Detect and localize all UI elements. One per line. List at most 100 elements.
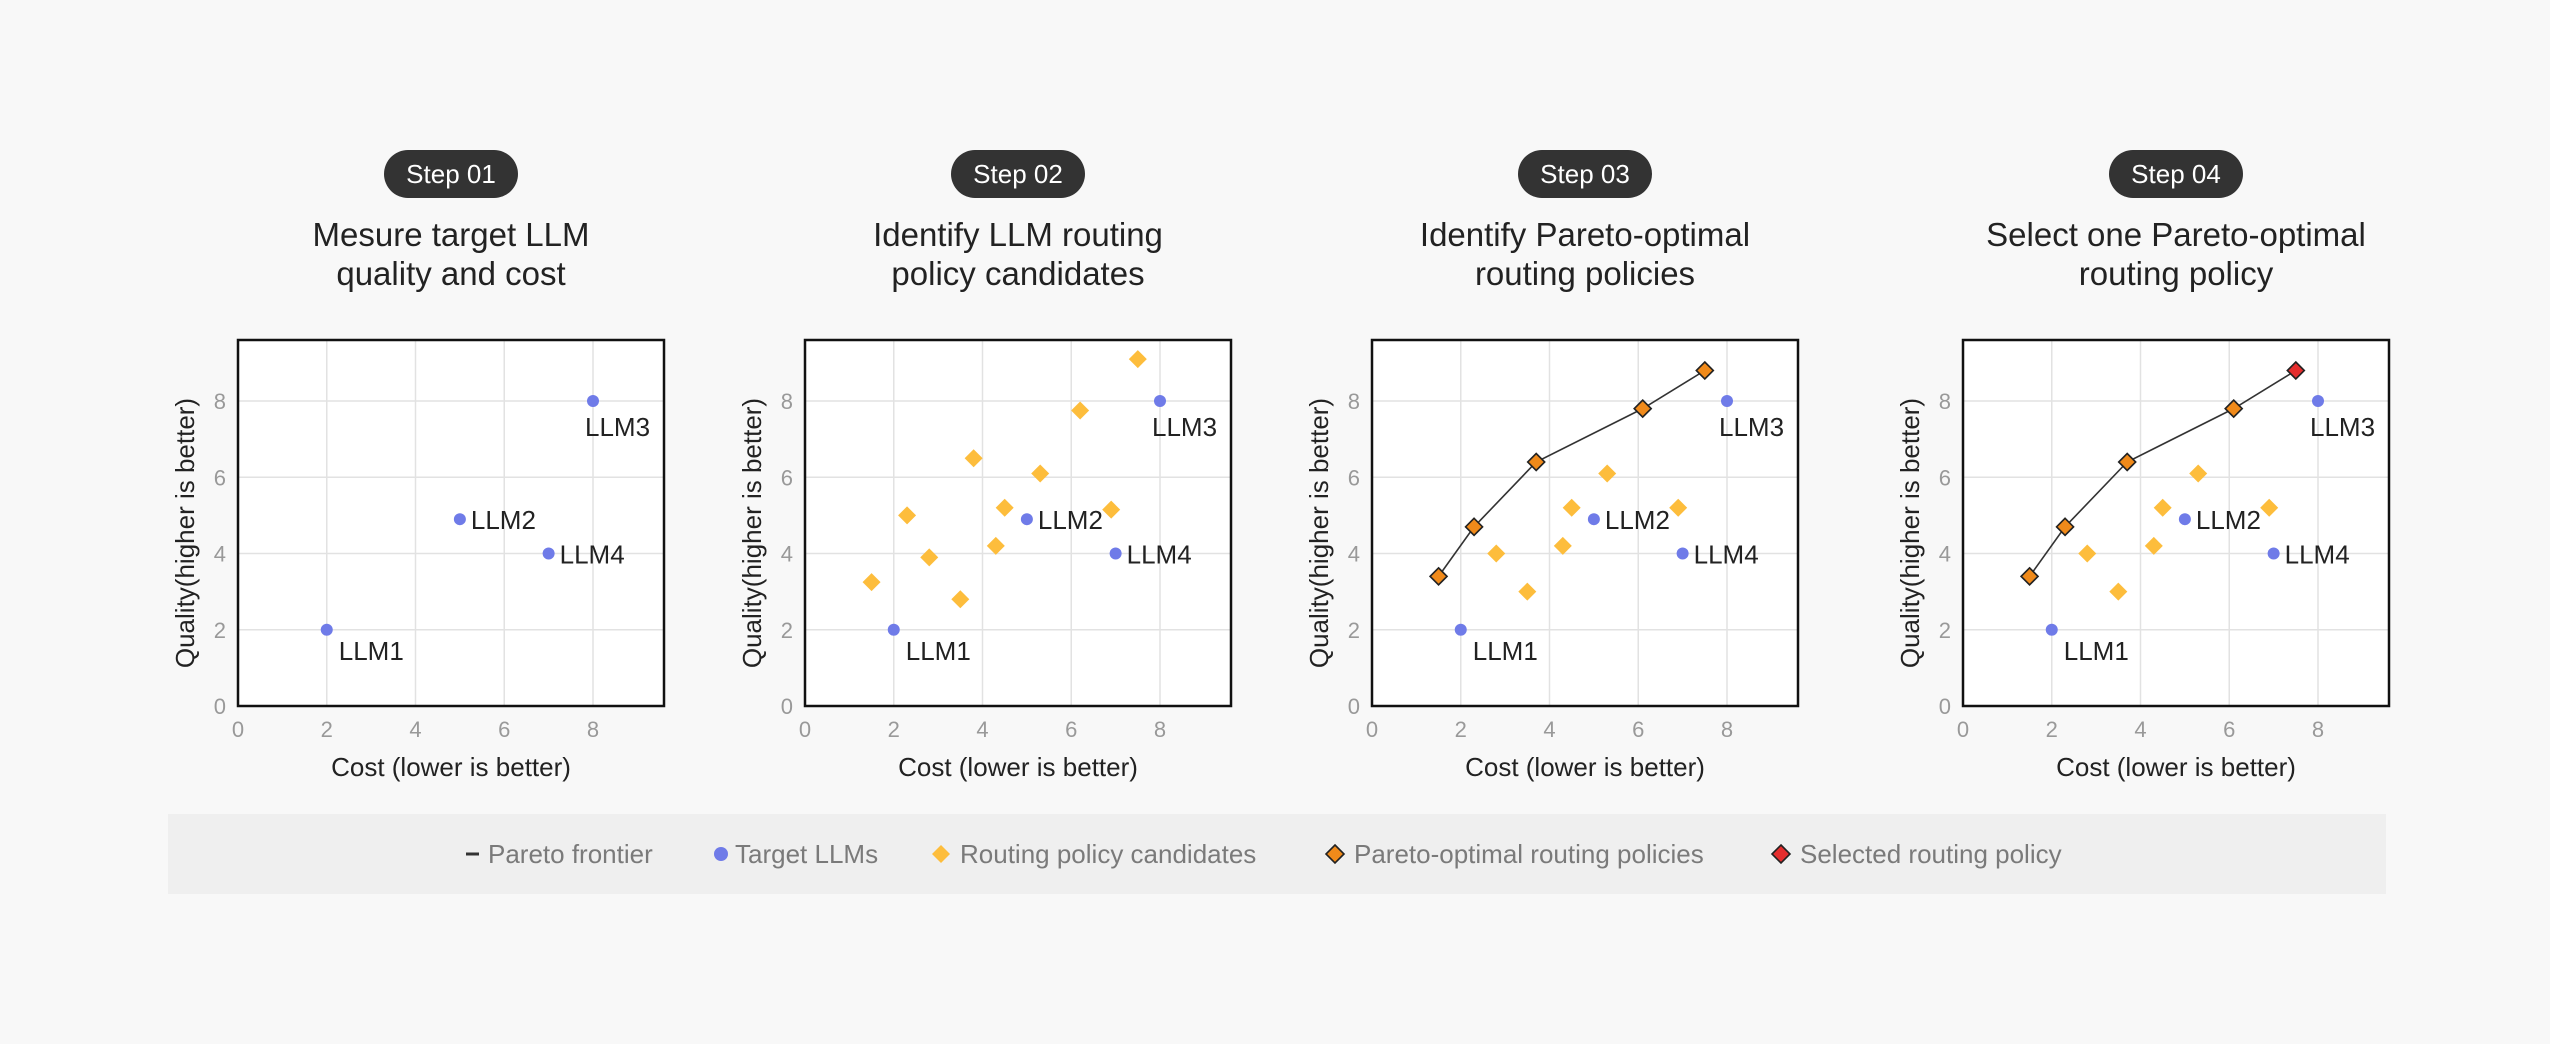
pareto-point <box>2055 517 2075 537</box>
candidate-point <box>2144 536 2163 555</box>
candidate-point <box>1102 500 1121 519</box>
candidate-point <box>1518 582 1537 601</box>
plot-frame <box>1370 338 1800 708</box>
target-label-llm3: LLM3 <box>2310 412 2375 442</box>
x-tick-label: 0 <box>1366 717 1378 742</box>
x-tick-label: 8 <box>1721 717 1733 742</box>
target-point-llm2 <box>453 513 466 526</box>
x-tick-label: 4 <box>976 717 988 742</box>
x-tick-label: 2 <box>2046 717 2058 742</box>
y-tick-label: 0 <box>1348 694 1360 719</box>
x-tick-label: 6 <box>2223 717 2235 742</box>
step-badge <box>1518 150 1652 198</box>
step-badge-label: Step 02 <box>973 159 1063 189</box>
candidate-point <box>862 573 881 592</box>
y-tick-label: 4 <box>1348 542 1360 567</box>
plot-area <box>805 340 1231 706</box>
candidate-point <box>2153 498 2172 517</box>
target-point-llm1 <box>320 623 333 636</box>
candidate-point <box>995 498 1014 517</box>
step-badge <box>384 150 518 198</box>
y-tick-label: 0 <box>214 694 226 719</box>
panel-step-4: Step 04 Select one Pareto-optimalrouting … <box>1895 150 2391 782</box>
target-label-llm2: LLM2 <box>2196 505 2261 535</box>
target-label-llm2: LLM2 <box>1038 505 1103 535</box>
target-point-llm4 <box>542 547 555 560</box>
legend-marker-diamond-candidate <box>932 845 950 863</box>
candidate-point <box>1598 464 1617 483</box>
target-point-llm1 <box>2045 623 2058 636</box>
x-tick-label: 0 <box>1957 717 1969 742</box>
x-axis-label: Cost (lower is better) <box>331 752 571 782</box>
x-tick-label: 2 <box>321 717 333 742</box>
target-label-llm3: LLM3 <box>1719 412 1784 442</box>
pareto-point <box>2019 566 2040 587</box>
legend: Pareto frontier Target LLMs Routing policy… <box>168 814 2386 894</box>
y-tick-label: 0 <box>781 694 793 719</box>
y-tick-label: 8 <box>1939 389 1951 414</box>
candidate-point <box>920 548 939 567</box>
target-label-llm4: LLM4 <box>1694 540 1759 570</box>
x-tick-label: 8 <box>587 717 599 742</box>
step-badge <box>2109 150 2243 198</box>
y-tick-label: 2 <box>1939 618 1951 643</box>
y-axis-label: Quality(higher is better) <box>1304 398 1334 668</box>
x-tick-label: 0 <box>799 717 811 742</box>
y-tick-label: 6 <box>1348 465 1360 490</box>
target-point-llm3 <box>1721 395 1733 407</box>
target-label-llm1: LLM1 <box>906 636 971 666</box>
y-tick-label: 4 <box>214 542 226 567</box>
pareto-point <box>1633 398 1653 419</box>
x-axis-label: Cost (lower is better) <box>2056 752 2296 782</box>
panel-title-line: routing policy <box>2079 255 2274 292</box>
candidate-point <box>1669 498 1688 517</box>
selected-point <box>2286 360 2306 381</box>
x-tick-label: 6 <box>1065 717 1077 742</box>
panel-title-line: policy candidates <box>891 255 1144 292</box>
target-label-llm4: LLM4 <box>1127 540 1192 570</box>
y-tick-label: 4 <box>1939 542 1951 567</box>
legend-item: Pareto-optimal routing policies <box>1324 839 1704 869</box>
candidate-point <box>1128 350 1147 369</box>
y-tick-label: 6 <box>214 465 226 490</box>
x-tick-label: 8 <box>1154 717 1166 742</box>
panel-title-line: Identify LLM routing <box>873 216 1163 253</box>
pareto-point <box>2224 398 2244 419</box>
target-point-llm3 <box>587 395 599 407</box>
plot-area <box>238 340 664 706</box>
target-point-llm1 <box>1454 623 1467 636</box>
candidate-point <box>1031 464 1050 483</box>
target-point-llm3 <box>1154 395 1166 407</box>
x-axis-label: Cost (lower is better) <box>1465 752 1705 782</box>
target-point-llm3 <box>2312 395 2324 407</box>
plot-frame <box>236 338 666 708</box>
candidate-point <box>951 590 970 609</box>
target-point-llm4 <box>1109 547 1122 560</box>
plot-area <box>1372 340 1798 706</box>
candidate-point <box>986 536 1005 555</box>
x-tick-label: 8 <box>2312 717 2324 742</box>
y-tick-label: 8 <box>1348 389 1360 414</box>
candidate-point <box>898 506 917 525</box>
y-tick-label: 6 <box>1939 465 1951 490</box>
panel-title-line: Select one Pareto-optimal <box>1986 216 2366 253</box>
legend-items: Pareto frontier Target LLMs Routing policy… <box>466 839 2062 869</box>
legend-marker-diamond-pareto <box>1324 843 1346 865</box>
legend-label: Pareto frontier <box>488 839 653 869</box>
step-badge-label: Step 01 <box>406 159 496 189</box>
pareto-point <box>1464 517 1484 537</box>
target-point-llm1 <box>887 623 900 636</box>
x-tick-label: 6 <box>498 717 510 742</box>
step-badge-label: Step 04 <box>2131 159 2221 189</box>
y-tick-label: 8 <box>214 389 226 414</box>
target-label-llm1: LLM1 <box>1473 636 1538 666</box>
panel-title-line: routing policies <box>1475 255 1695 292</box>
target-label-llm4: LLM4 <box>2285 540 2350 570</box>
target-label-llm1: LLM1 <box>2064 636 2129 666</box>
y-tick-label: 2 <box>214 618 226 643</box>
target-label-llm4: LLM4 <box>560 540 625 570</box>
step-badge <box>951 150 1085 198</box>
y-tick-label: 0 <box>1939 694 1951 719</box>
